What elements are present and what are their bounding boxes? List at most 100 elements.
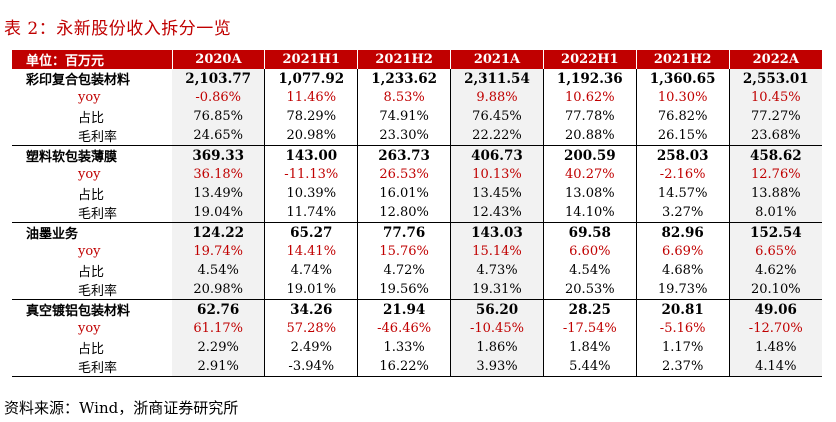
value-cell: 4.14% xyxy=(729,357,822,377)
value-cell: 258.03 xyxy=(636,145,730,165)
value-cell: 2,103.77 xyxy=(172,69,266,88)
segment-row: 油墨业务 124.22 65.27 77.76 143.03 69.58 82.96 152.… xyxy=(12,222,822,242)
metric-label: 毛利率 xyxy=(12,203,173,223)
value-cell: 26.15% xyxy=(636,126,730,146)
value-cell: 2.91% xyxy=(172,357,266,377)
value-cell: 2,311.54 xyxy=(450,69,544,88)
metric-label: 毛利率 xyxy=(12,280,173,300)
value-cell: 19.31% xyxy=(450,280,544,300)
header-row: 单位：百万元 2020A 2021H1 2021H2 2021A 2022H1 … xyxy=(12,50,822,69)
value-cell: 65.27 xyxy=(264,222,359,242)
value-cell: 49.06 xyxy=(729,299,822,319)
value-cell: 4.62% xyxy=(729,261,822,280)
value-cell: 1,360.65 xyxy=(636,69,730,88)
value-cell: 2,553.01 xyxy=(729,69,822,88)
value-cell: 10.45% xyxy=(729,88,822,107)
value-cell: 8.01% xyxy=(729,203,822,223)
metric-label: yoy xyxy=(78,321,101,336)
value-cell: 10.13% xyxy=(450,165,544,184)
value-cell: 12.43% xyxy=(450,203,544,223)
value-cell: 10.39% xyxy=(264,184,359,203)
value-cell: 78.29% xyxy=(264,107,359,126)
metric-label: yoy xyxy=(78,90,101,105)
value-cell: 19.74% xyxy=(172,242,266,261)
value-cell: 4.54% xyxy=(172,261,266,280)
column-header: 2021H1 xyxy=(264,50,359,69)
value-cell: 19.56% xyxy=(357,280,452,300)
value-cell: -17.54% xyxy=(543,319,637,338)
column-header: 2021H2 xyxy=(636,50,730,69)
value-cell: 4.73% xyxy=(450,261,544,280)
metric-label: yoy xyxy=(78,167,101,182)
value-cell: 61.17% xyxy=(172,319,266,338)
value-cell: 11.46% xyxy=(264,88,359,107)
value-cell: -11.13% xyxy=(264,165,359,184)
value-cell: 1,077.92 xyxy=(264,69,359,88)
value-cell: 9.88% xyxy=(450,88,544,107)
value-cell: 8.53% xyxy=(357,88,452,107)
value-cell: 1.48% xyxy=(729,338,822,357)
value-cell: 13.88% xyxy=(729,184,822,203)
metric-row: 毛利率 24.65% 20.98% 23.30% 22.22% 20.88% 26.15% 2… xyxy=(12,126,822,146)
value-cell: -46.46% xyxy=(357,319,452,338)
column-header: 2020A xyxy=(172,50,266,69)
revenue-table-container: 单位：百万元 2020A 2021H1 2021H2 2021A 2022H1 … xyxy=(12,50,822,377)
value-cell: 13.45% xyxy=(450,184,544,203)
value-cell: 263.73 xyxy=(357,145,452,165)
value-cell: 76.82% xyxy=(636,107,730,126)
value-cell: 200.59 xyxy=(543,145,637,165)
unit-label: 单位：百万元 xyxy=(12,50,173,69)
value-cell: 20.98% xyxy=(172,280,266,300)
yoy-row: yoy -0.86% 11.46% 8.53% 9.88% 10.62% 10.30% 10.… xyxy=(12,88,822,107)
column-header: 2022H1 xyxy=(543,50,637,69)
value-cell: -12.70% xyxy=(729,319,822,338)
column-header: 2021H2 xyxy=(357,50,452,69)
value-cell: 1.17% xyxy=(636,338,730,357)
metric-label: 毛利率 xyxy=(12,357,173,377)
value-cell: 20.10% xyxy=(729,280,822,300)
value-cell: 2.37% xyxy=(636,357,730,377)
value-cell: 57.28% xyxy=(264,319,359,338)
value-cell: 76.45% xyxy=(450,107,544,126)
value-cell: 5.44% xyxy=(543,357,637,377)
segment-name: 油墨业务 xyxy=(26,227,79,242)
metric-row: 毛利率 20.98% 19.01% 19.56% 19.31% 20.53% 19.73% 2… xyxy=(12,280,822,300)
value-cell: 10.30% xyxy=(636,88,730,107)
table-title: 表 2：永新股份收入拆分一览 xyxy=(4,19,232,39)
value-cell: 406.73 xyxy=(450,145,544,165)
value-cell: 16.01% xyxy=(357,184,452,203)
value-cell: 4.68% xyxy=(636,261,730,280)
value-cell: 20.81 xyxy=(636,299,730,319)
value-cell: 20.98% xyxy=(264,126,359,146)
metric-label: 占比 xyxy=(78,188,105,203)
value-cell: 13.49% xyxy=(172,184,266,203)
value-cell: 13.08% xyxy=(543,184,637,203)
value-cell: 1,192.36 xyxy=(543,69,637,88)
segment-row: 真空镀铝包装材料 62.76 34.26 21.94 56.20 28.25 20.81 49… xyxy=(12,299,822,319)
value-cell: 24.65% xyxy=(172,126,266,146)
value-cell: 3.27% xyxy=(636,203,730,223)
value-cell: 77.76 xyxy=(357,222,452,242)
value-cell: 26.53% xyxy=(357,165,452,184)
column-header: 2022A xyxy=(729,50,822,69)
value-cell: 12.80% xyxy=(357,203,452,223)
value-cell: 14.57% xyxy=(636,184,730,203)
metric-label: yoy xyxy=(78,244,101,259)
value-cell: 6.69% xyxy=(636,242,730,261)
yoy-row: yoy 36.18% -11.13% 26.53% 10.13% 40.27% -2.16%… xyxy=(12,165,822,184)
value-cell: 62.76 xyxy=(172,299,266,319)
value-cell: 1.84% xyxy=(543,338,637,357)
value-cell: -2.16% xyxy=(636,165,730,184)
value-cell: 1.33% xyxy=(357,338,452,357)
value-cell: 1,233.62 xyxy=(357,69,452,88)
segment-name: 彩印复合包装材料 xyxy=(26,73,131,88)
value-cell: 76.85% xyxy=(172,107,266,126)
value-cell: 152.54 xyxy=(729,222,822,242)
metric-row: 毛利率 2.91% -3.94% 16.22% 3.93% 5.44% 2.37% 4.14% xyxy=(12,357,822,377)
value-cell: 4.72% xyxy=(357,261,452,280)
yoy-row: yoy 19.74% 14.41% 15.76% 15.14% 6.60% 6.69% 6.6… xyxy=(12,242,822,261)
value-cell: 20.53% xyxy=(543,280,637,300)
value-cell: 3.93% xyxy=(450,357,544,377)
value-cell: 14.10% xyxy=(543,203,637,223)
value-cell: 15.76% xyxy=(357,242,452,261)
